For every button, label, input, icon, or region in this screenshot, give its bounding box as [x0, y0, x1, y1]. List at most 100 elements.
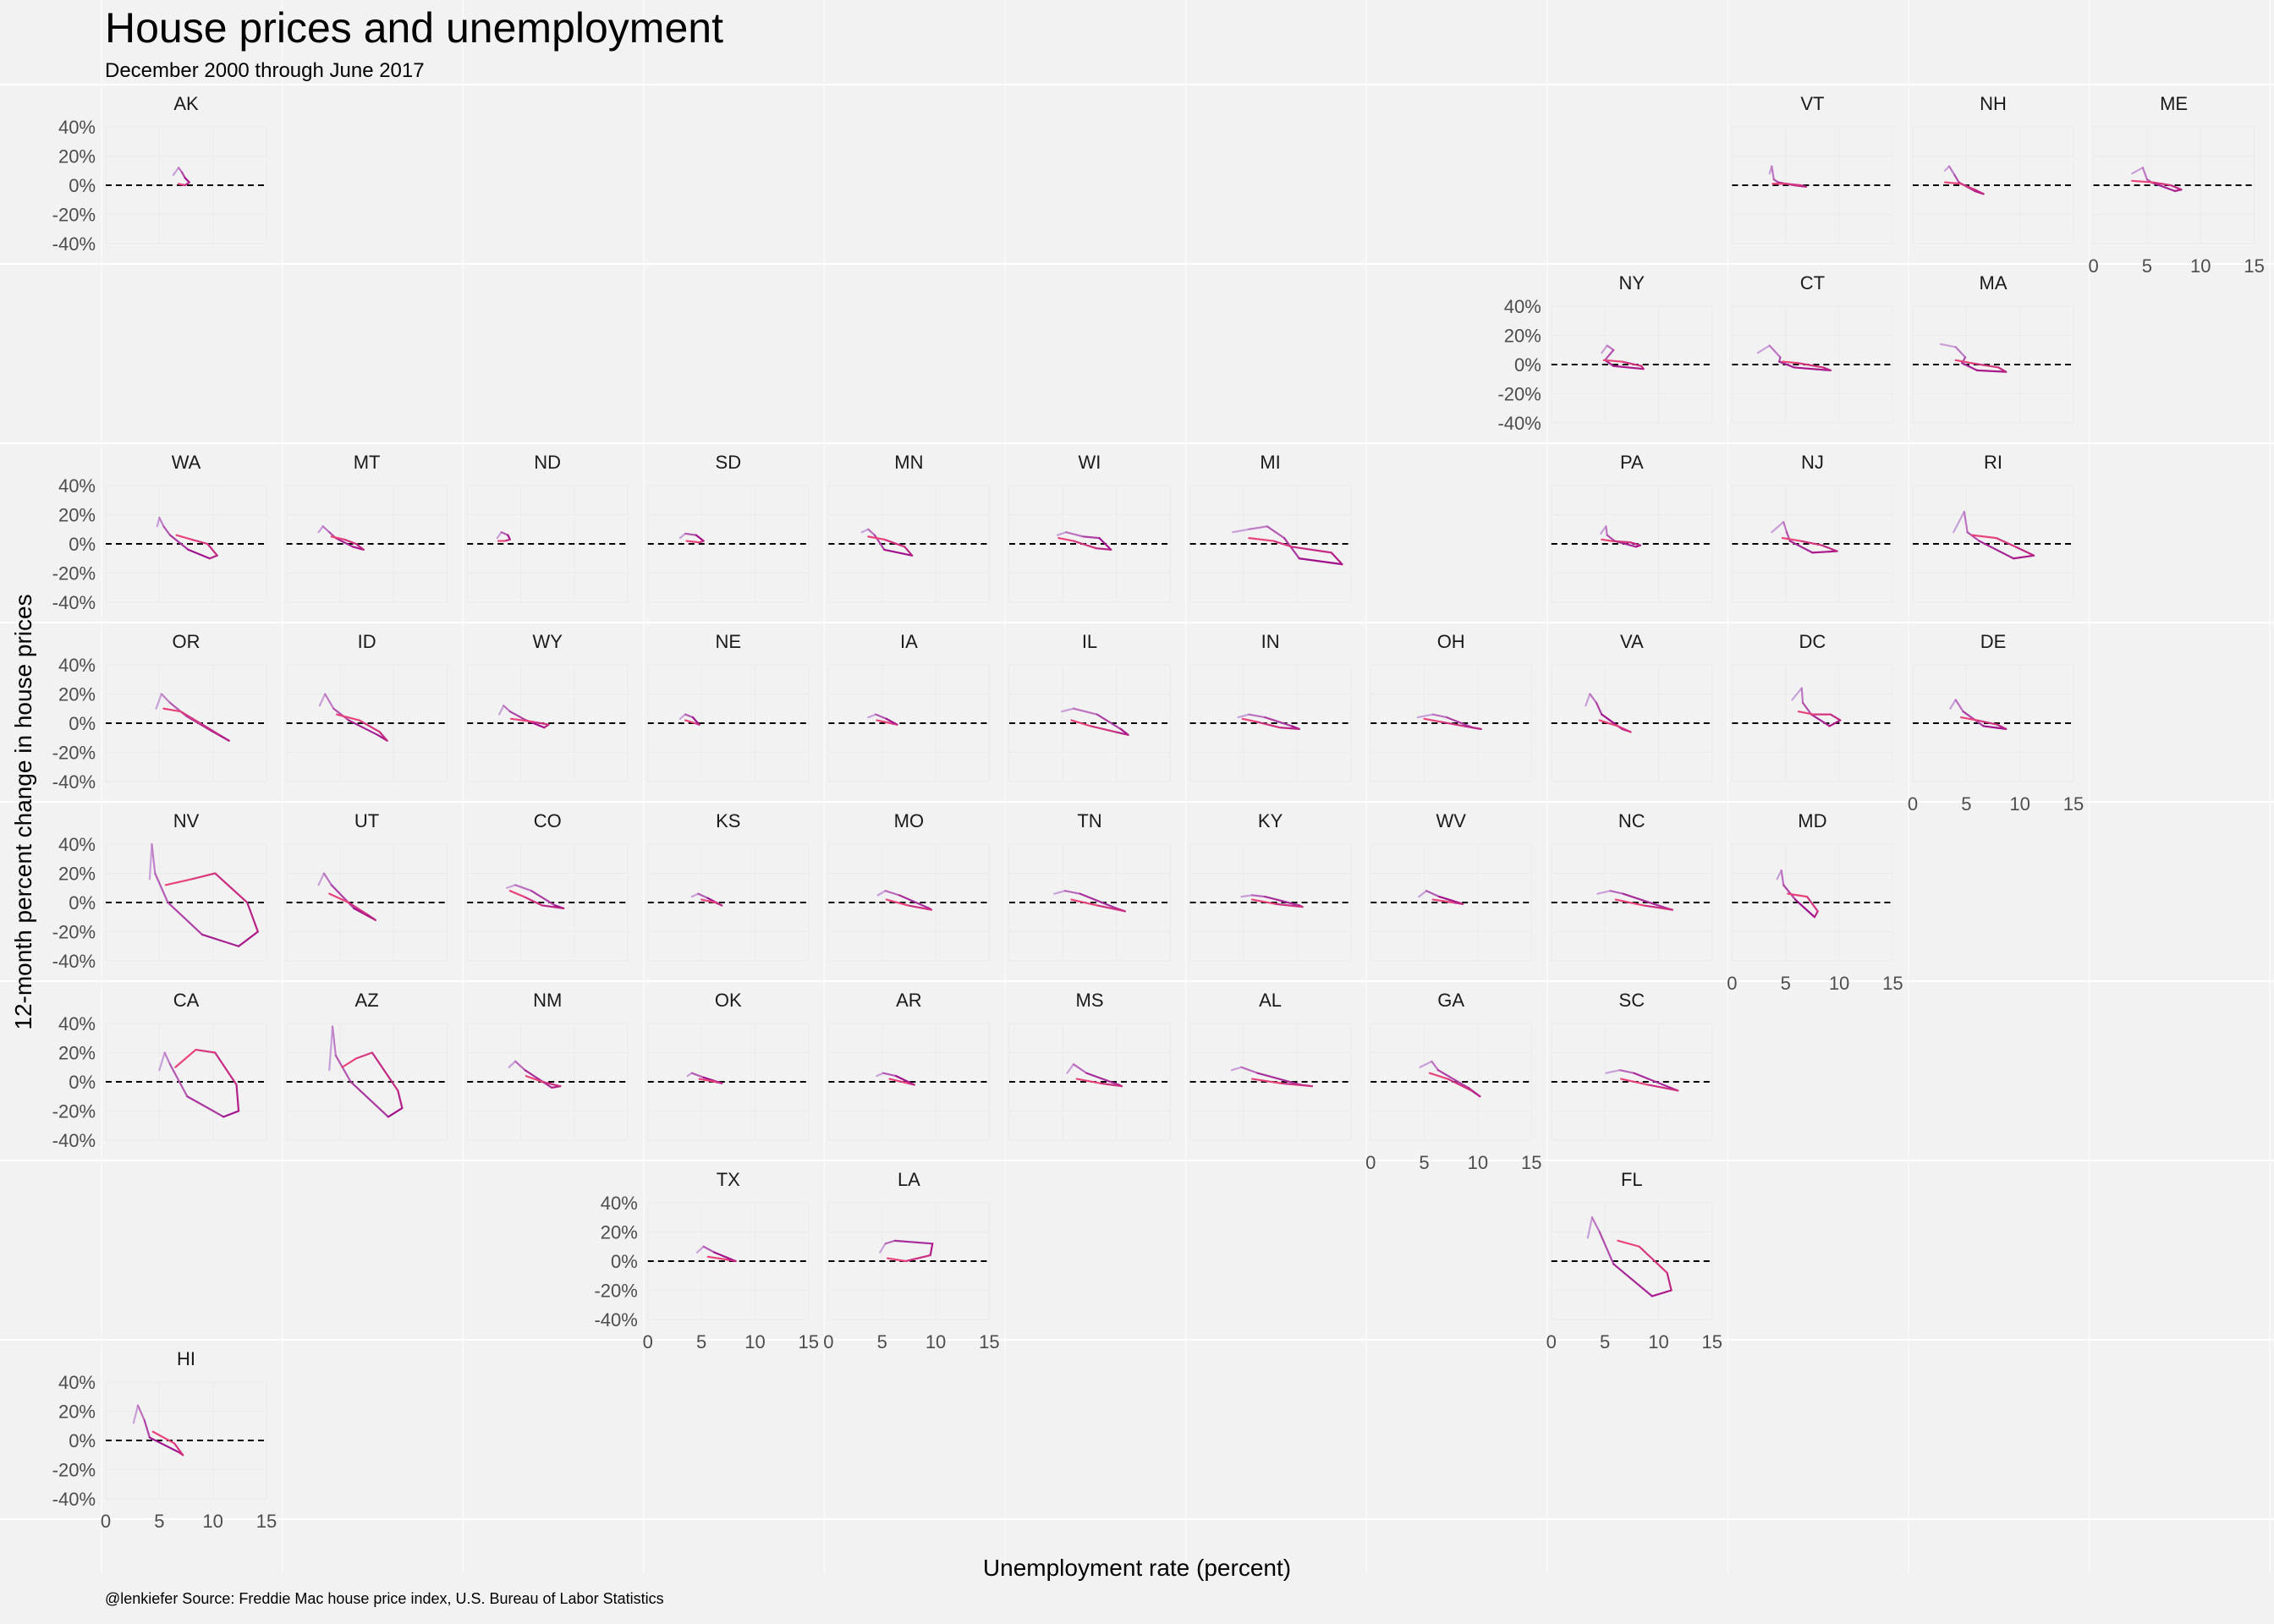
data-path-segment [523, 895, 543, 907]
data-path-segment [2150, 181, 2176, 192]
panel-nh: NH [1912, 93, 2074, 244]
y-tick-label: -40% [52, 233, 96, 255]
y-tick-label: -20% [52, 922, 96, 943]
data-path-segment [330, 535, 346, 540]
data-path-segment [332, 707, 350, 721]
y-tick-label: 0% [69, 892, 96, 914]
data-path-segment [1090, 725, 1117, 733]
data-path-segment [698, 1078, 717, 1084]
data-path-segment [1947, 165, 1956, 177]
data-path-segment [1756, 344, 1771, 354]
data-path-segment [508, 710, 527, 721]
x-tick-label: 15 [2063, 793, 2084, 815]
data-path-segment [525, 1074, 543, 1084]
data-path-segment [1098, 536, 1112, 551]
data-path-segment [1805, 895, 1819, 913]
data-path-segment [531, 721, 550, 726]
panel-label: NJ [1801, 452, 1824, 473]
data-path-segment [1793, 366, 1832, 371]
x-tick-label: 5 [2142, 255, 2152, 277]
panel-label: CA [173, 990, 200, 1011]
x-tick-label: 0 [101, 1511, 111, 1532]
panel-ut: UT [286, 810, 448, 962]
panel-label: VA [1620, 631, 1644, 652]
data-path-segment [1419, 1060, 1433, 1068]
data-path-segment [336, 713, 360, 721]
y-tick-label: -20% [1497, 384, 1541, 405]
data-path-segment [1797, 710, 1815, 716]
data-path-segment [1264, 895, 1300, 907]
data-path-segment [690, 892, 700, 898]
panel-label: IN [1261, 631, 1280, 652]
panel-label: MD [1798, 810, 1826, 831]
panel-ne: NE [647, 631, 810, 782]
data-path-segment [186, 1095, 225, 1118]
data-path-segment [695, 1245, 705, 1254]
data-path-segment [151, 1430, 176, 1445]
panel-label: MO [894, 810, 924, 831]
data-path-segment [1780, 869, 1785, 886]
data-path-segment [1075, 1078, 1101, 1084]
panel-mo: MO [827, 810, 990, 962]
data-path-segment [697, 892, 709, 899]
data-path-segment [1431, 898, 1454, 904]
panel-label: RI [1984, 452, 2002, 473]
data-path-segment [1250, 1078, 1283, 1084]
data-path-segment [168, 1063, 189, 1098]
data-path-segment [1949, 699, 1957, 710]
data-path-segment [496, 531, 503, 540]
data-path-segment [1278, 727, 1300, 731]
panel-grid [466, 1023, 629, 1141]
data-path-segment [158, 1051, 166, 1072]
data-path-segment [885, 898, 909, 907]
data-path-segment [1099, 1082, 1123, 1088]
data-path-segment [354, 542, 365, 551]
data-path-segment [1598, 719, 1619, 727]
data-path-segment [168, 534, 190, 551]
data-path-segment [328, 892, 350, 904]
panel-label: IA [900, 631, 918, 652]
y-tick-label: -40% [52, 1130, 96, 1151]
data-path-segment [1953, 510, 1965, 534]
data-path-segment [358, 719, 381, 733]
data-path-segment [695, 534, 705, 542]
data-path-segment [1953, 173, 1960, 184]
data-path-segment [1605, 525, 1608, 536]
data-path-segment [1781, 536, 1802, 542]
data-path-segment [1416, 713, 1434, 719]
panel-label: NH [1980, 93, 2007, 114]
data-path-segment [1782, 521, 1788, 534]
x-tick-label: 10 [2009, 793, 2030, 815]
data-path-segment [143, 1418, 151, 1439]
data-path-segment [1439, 721, 1465, 727]
data-path-segment [2014, 546, 2035, 557]
y-tick-label: -40% [594, 1309, 637, 1330]
data-path-segment [1771, 165, 1775, 181]
data-path-segment [175, 534, 193, 540]
data-path-segment [378, 731, 388, 742]
data-path-segment [1800, 687, 1804, 704]
data-path-segment [929, 1243, 934, 1257]
data-path-segment [884, 1239, 897, 1245]
data-path-segment [1959, 716, 1979, 721]
y-tick-label: -20% [52, 743, 96, 764]
x-tick-label: 5 [1419, 1152, 1429, 1173]
panel-label: DC [1799, 631, 1826, 652]
data-path-segment [678, 532, 687, 540]
data-path-segment [1620, 1078, 1649, 1086]
panel-label: KS [716, 810, 740, 831]
data-path-segment [867, 528, 876, 536]
chart-title: House prices and unemployment [105, 4, 723, 52]
y-tick-label: 0% [69, 534, 96, 555]
panel-wv: WV [1370, 810, 1532, 962]
y-tick-label: 20% [601, 1222, 638, 1243]
panel-label: TN [1077, 810, 1101, 831]
data-path-segment [1063, 890, 1081, 895]
data-path-segment [1096, 713, 1122, 731]
data-path-segment [1604, 348, 1615, 361]
panel-label: SC [1619, 990, 1645, 1011]
y-tick-label: 0% [69, 1072, 96, 1093]
data-path-segment [1954, 699, 1964, 713]
panel-label: AL [1259, 990, 1282, 1011]
data-path-segment [1997, 366, 2008, 373]
